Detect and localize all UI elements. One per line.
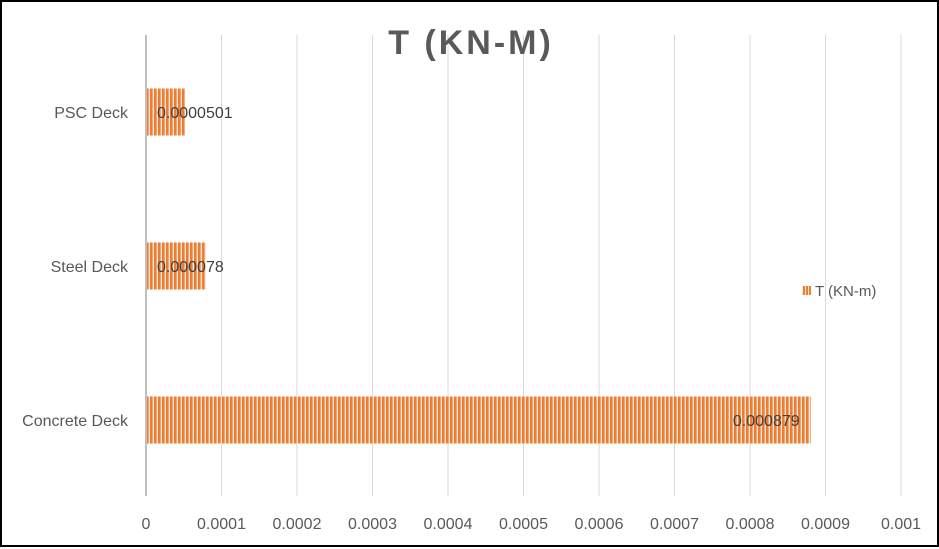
x-tick-label: 0.0001 [197,516,246,533]
bar [147,88,185,136]
legend: T (KN-m) [802,283,876,300]
bar [147,396,811,444]
x-tick-label: 0.0005 [499,516,548,533]
bars: 0.0000501 0.000078 0.000879 [147,88,811,444]
chart-title: T (KN-M) [388,24,554,62]
data-label: 0.000078 [157,259,224,276]
axes: 0 0.0001 0.0002 0.0003 0.0004 0.0005 0.0006 0.0… [22,35,921,533]
category-label: Concrete Deck [22,413,129,430]
x-tick-label: 0 [142,516,151,533]
x-tick-label: 0.0007 [650,516,699,533]
x-tick-label: 0.0003 [348,516,397,533]
x-tick-label: 0.0009 [801,516,850,533]
category-label: Steel Deck [51,259,129,276]
x-tick-label: 0.001 [881,516,921,533]
legend-swatch [802,286,811,295]
bar [147,242,206,290]
legend-label: T (KN-m) [815,283,876,300]
x-tick-label: 0.0002 [273,516,322,533]
x-tick-label: 0.0004 [424,516,473,533]
category-label: PSC Deck [54,105,129,122]
data-label: 0.0000501 [157,105,233,122]
gridlines [221,35,902,496]
data-label: 0.000879 [733,413,800,430]
x-tick-label: 0.0006 [575,516,624,533]
x-tick-label: 0.0008 [726,516,775,533]
